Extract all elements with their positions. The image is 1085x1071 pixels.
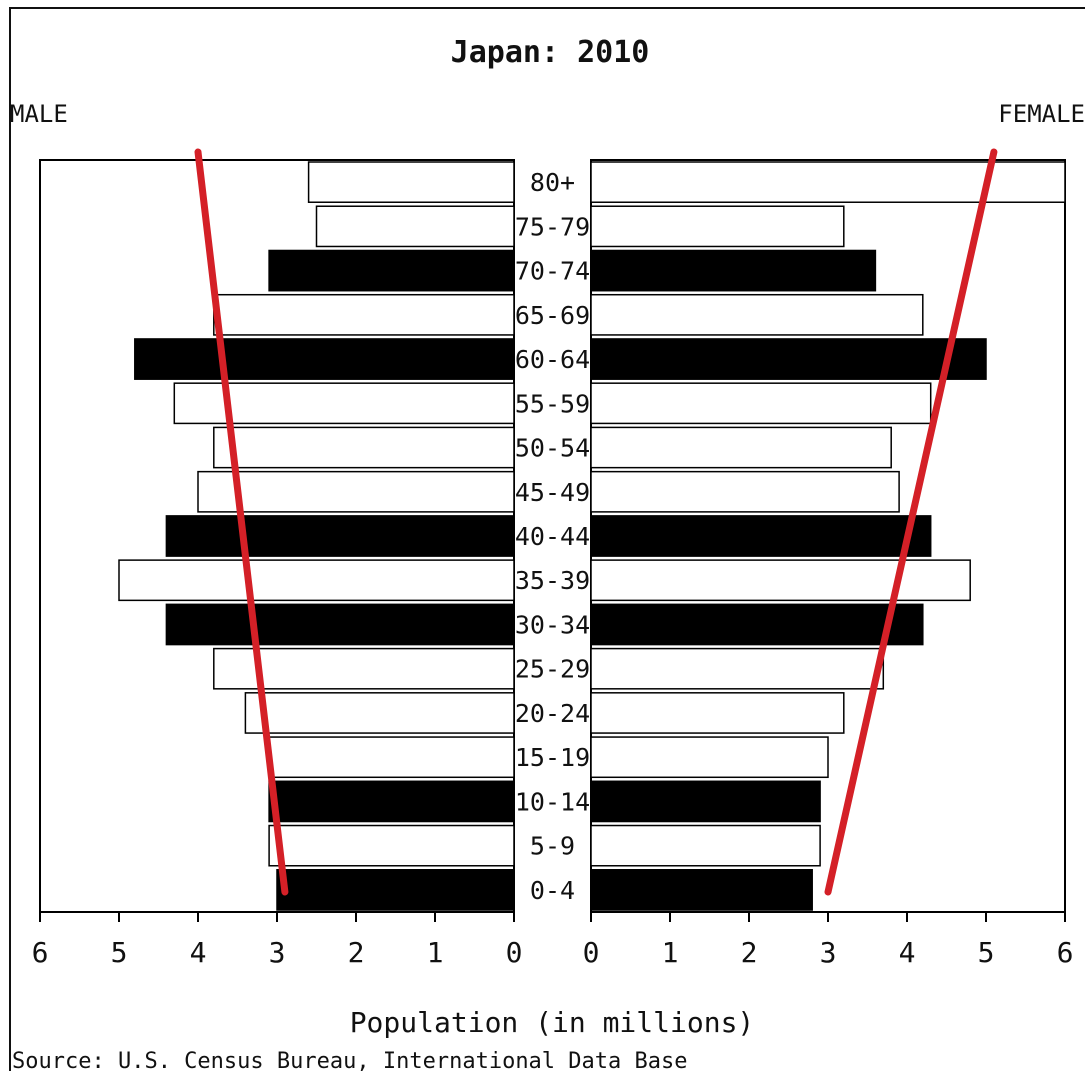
- male-bar-0-4: [276, 869, 515, 911]
- male-label: MALE: [10, 100, 68, 128]
- male-bar-75-79: [315, 205, 515, 248]
- male-tick-label-4: 4: [190, 936, 207, 969]
- female-tick-label-4: 4: [899, 936, 916, 969]
- age-label-0-4: 0-4: [530, 876, 575, 905]
- age-label-70-74: 70-74: [515, 257, 590, 286]
- age-label-80plus: 80+: [530, 168, 575, 197]
- male-tick-label-1: 1: [427, 936, 444, 969]
- male-bar-50-54: [213, 426, 515, 469]
- age-label-40-44: 40-44: [515, 522, 590, 551]
- female-bar-60-64: [590, 338, 987, 380]
- age-label-20-24: 20-24: [515, 699, 590, 728]
- female-tick-label-1: 1: [662, 936, 679, 969]
- female-tick-label-3: 3: [820, 936, 837, 969]
- age-label-10-14: 10-14: [515, 787, 590, 816]
- male-bar-10-14: [268, 780, 515, 823]
- age-label-60-64: 60-64: [515, 345, 590, 374]
- female-tick-label-6: 6: [1057, 936, 1074, 969]
- source-note: Source: U.S. Census Bureau, Internationa…: [12, 1049, 688, 1071]
- figure-border: [9, 7, 1085, 1071]
- male-bar-65-69: [213, 293, 515, 336]
- female-bar-75-79: [590, 205, 845, 248]
- female-bar-5-9: [590, 824, 821, 867]
- female-bar-10-14: [590, 780, 821, 823]
- female-bars: [590, 161, 1066, 911]
- male-bar-5-9: [268, 824, 515, 867]
- chart-title: Japan: 2010: [451, 35, 650, 70]
- female-tick-label-5: 5: [978, 936, 995, 969]
- female-bar-0-4: [590, 869, 813, 911]
- female-bar-55-59: [590, 382, 932, 425]
- male-bar-25-29: [213, 647, 515, 690]
- female-bar-50-54: [590, 426, 892, 469]
- age-label-65-69: 65-69: [515, 301, 590, 330]
- male-bar-20-24: [244, 692, 515, 734]
- age-group-labels: 80+ 75-79 70-74 65-69 60-64 55-59 50-54 45-49 40…: [515, 168, 590, 905]
- x-axis-label: Population (in millions): [350, 1006, 755, 1039]
- age-label-30-34: 30-34: [515, 610, 590, 639]
- male-tick-label-3: 3: [269, 936, 286, 969]
- male-bars: [118, 161, 515, 911]
- male-tick-label-6: 6: [32, 936, 49, 969]
- age-label-45-49: 45-49: [515, 478, 590, 507]
- female-bar-40-44: [590, 515, 932, 557]
- female-bar-30-34: [590, 603, 924, 646]
- trend-lines: [194, 148, 998, 896]
- female-bar-45-49: [590, 470, 900, 513]
- male-bar-40-44: [165, 515, 515, 557]
- male-bar-30-34: [165, 603, 515, 646]
- female-tick-label-0: 0: [583, 936, 600, 969]
- female-bar-25-29: [590, 647, 885, 690]
- male-x-axis: 0 1 2 3 4 5 6: [32, 911, 523, 969]
- age-label-35-39: 35-39: [515, 566, 590, 595]
- female-tick-label-2: 2: [741, 936, 758, 969]
- male-bar-80plus: [307, 161, 515, 203]
- female-trend-line: [824, 148, 998, 896]
- male-tick-label-0: 0: [506, 936, 523, 969]
- male-bar-35-39: [118, 559, 515, 602]
- female-bar-65-69: [590, 293, 924, 336]
- female-bar-80plus: [590, 161, 1066, 203]
- age-label-50-54: 50-54: [515, 434, 590, 463]
- female-label: FEMALE: [998, 100, 1085, 128]
- male-tick-label-5: 5: [111, 936, 128, 969]
- age-label-5-9: 5-9: [530, 832, 575, 861]
- female-bar-70-74: [590, 249, 877, 292]
- female-x-axis: 0 1 2 3 4 5 6: [583, 911, 1074, 969]
- male-trend-line: [194, 148, 289, 896]
- male-tick-label-2: 2: [348, 936, 365, 969]
- male-bar-70-74: [268, 249, 515, 292]
- age-label-55-59: 55-59: [515, 389, 590, 418]
- female-bar-35-39: [590, 559, 971, 602]
- male-bar-60-64: [134, 338, 515, 380]
- male-bar-45-49: [197, 470, 515, 513]
- male-bar-15-19: [268, 736, 515, 779]
- age-label-25-29: 25-29: [515, 655, 590, 684]
- female-bar-20-24: [590, 692, 845, 734]
- age-label-15-19: 15-19: [515, 743, 590, 772]
- female-bar-15-19: [590, 736, 829, 779]
- age-label-75-79: 75-79: [515, 212, 590, 241]
